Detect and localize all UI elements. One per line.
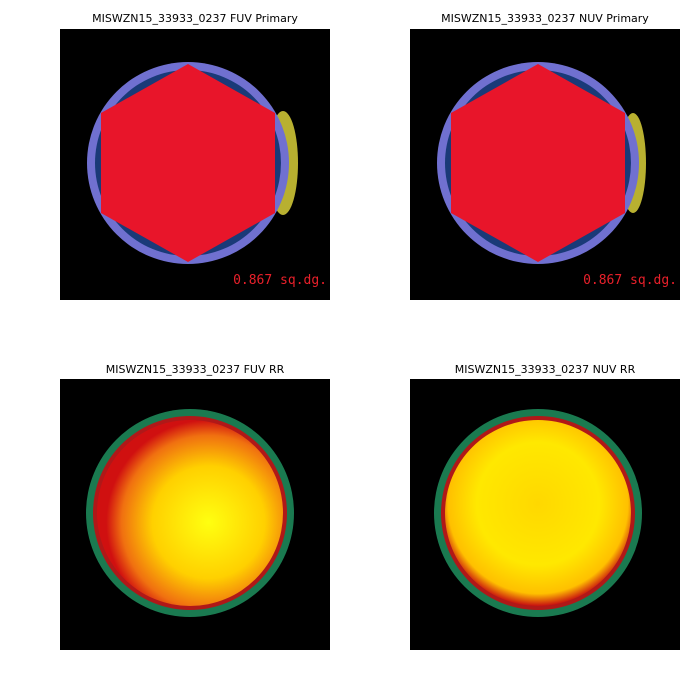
panel-fuv-primary: MISWZN15_33933_0237 FUV Primary 0.867 sq… [60, 12, 330, 300]
hexagon [451, 64, 625, 262]
response-disc [445, 420, 631, 606]
area-label: 0.867 sq.dg. [583, 273, 677, 288]
panel-title: MISWZN15_33933_0237 FUV RR [106, 363, 285, 376]
hexagon [101, 64, 275, 262]
response-disc [97, 420, 283, 606]
panel-title: MISWZN15_33933_0237 NUV RR [455, 363, 636, 376]
area-label: 0.867 sq.dg. [233, 273, 327, 288]
panel-title: MISWZN15_33933_0237 FUV Primary [92, 12, 298, 25]
panel-nuv-primary: MISWZN15_33933_0237 NUV Primary 0.867 sq… [410, 12, 680, 300]
panel-title: MISWZN15_33933_0237 NUV Primary [441, 12, 649, 25]
panel-fuv-rr: MISWZN15_33933_0237 FUV RR [60, 363, 330, 650]
panel-nuv-rr: MISWZN15_33933_0237 NUV RR [410, 363, 680, 650]
